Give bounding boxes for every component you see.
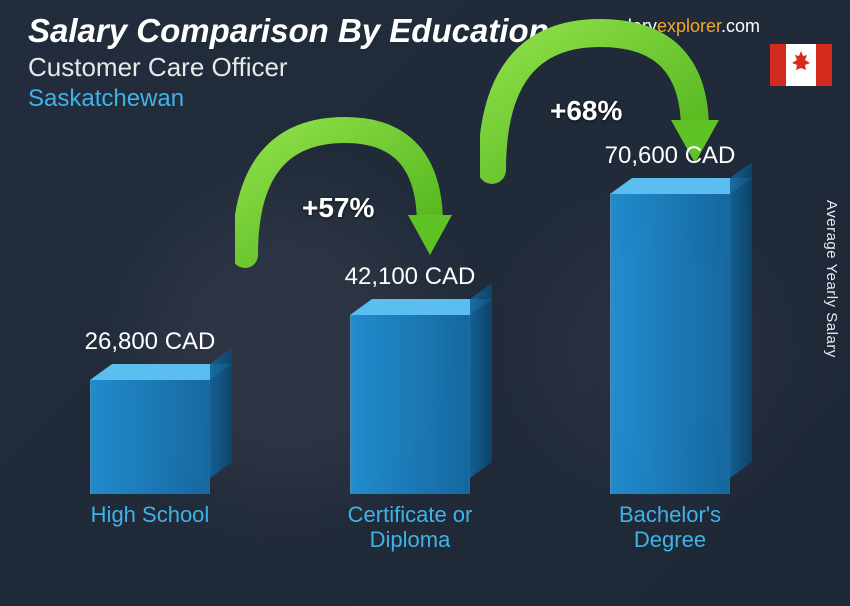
pct-increase-2: +68%: [550, 95, 622, 127]
bar-label-1: Certificate orDiploma: [300, 502, 520, 553]
bar-label-0: High School: [40, 502, 260, 527]
canada-flag-icon: [770, 44, 832, 86]
bar-value-2: 70,600 CAD: [570, 142, 770, 170]
pct-increase-1: +57%: [302, 192, 374, 224]
bar-label-2: Bachelor'sDegree: [560, 502, 780, 553]
bar-1: 42,100 CADCertificate orDiploma: [340, 315, 480, 494]
bar-0: 26,800 CADHigh School: [80, 380, 220, 494]
bar-2: 70,600 CADBachelor'sDegree: [600, 194, 740, 494]
bar-chart: +57% +68% 26,800 CADHigh School42,100 CA…: [50, 130, 790, 546]
y-axis-label: Average Yearly Salary: [823, 200, 840, 358]
bar-value-1: 42,100 CAD: [310, 263, 510, 291]
bar-value-0: 26,800 CAD: [50, 328, 250, 356]
